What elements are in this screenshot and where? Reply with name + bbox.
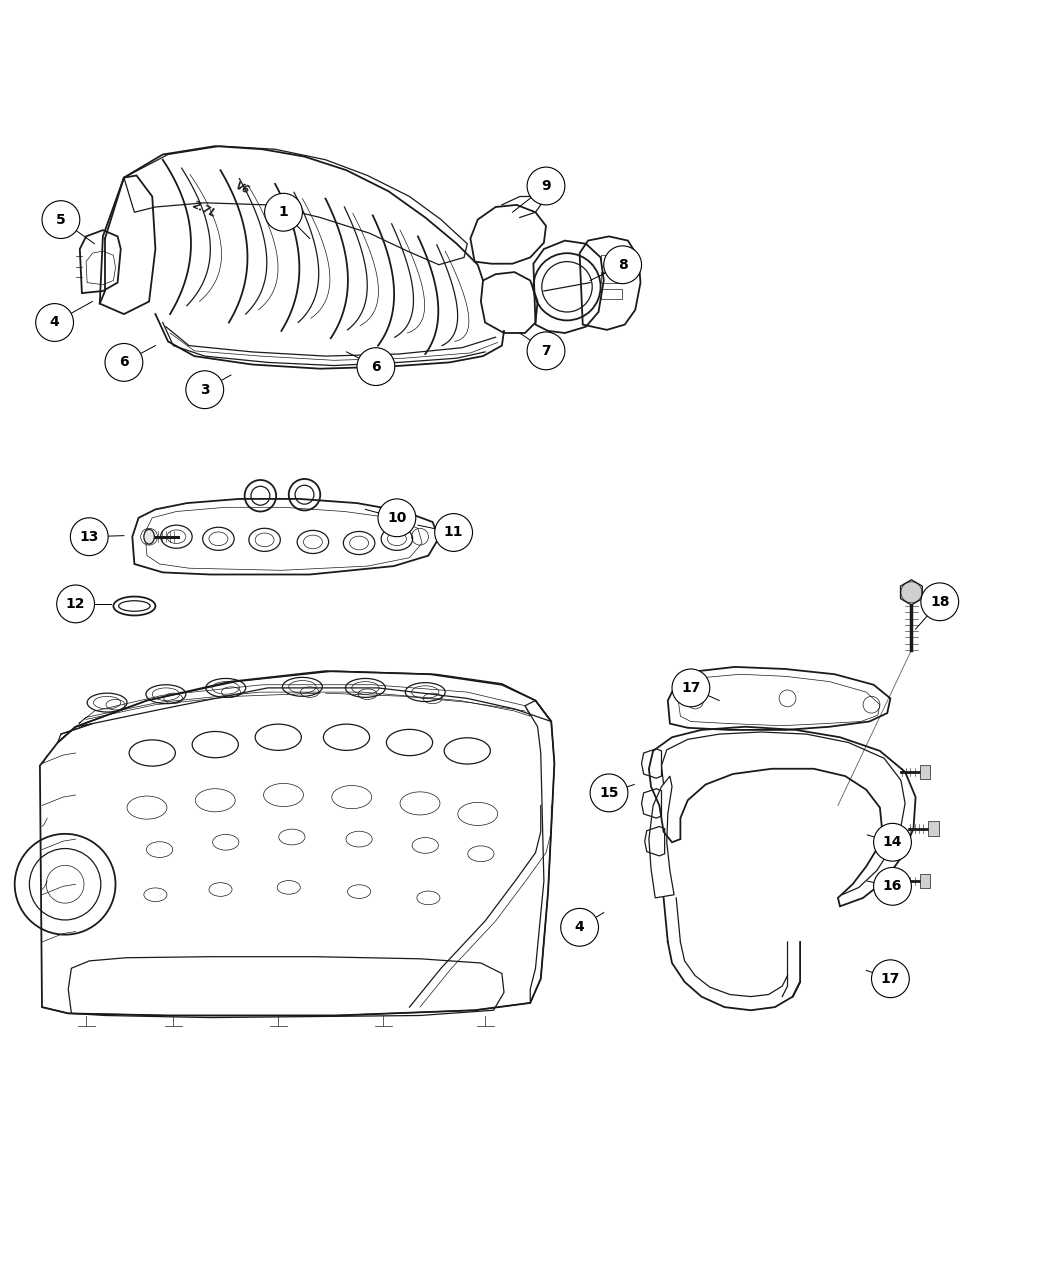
Circle shape xyxy=(378,499,416,537)
Circle shape xyxy=(872,960,909,997)
Text: 14: 14 xyxy=(883,835,902,849)
Text: 5: 5 xyxy=(56,213,66,227)
Circle shape xyxy=(36,303,74,342)
Circle shape xyxy=(42,200,80,238)
Text: V6: V6 xyxy=(233,181,250,195)
FancyBboxPatch shape xyxy=(920,765,930,779)
Text: 1: 1 xyxy=(278,205,289,219)
Text: 16: 16 xyxy=(883,880,902,894)
Ellipse shape xyxy=(144,529,154,544)
Text: 11: 11 xyxy=(444,525,463,539)
Text: 6: 6 xyxy=(119,356,129,370)
Text: 8: 8 xyxy=(617,258,628,272)
Circle shape xyxy=(265,194,302,231)
Polygon shape xyxy=(901,580,922,604)
Circle shape xyxy=(874,867,911,905)
FancyBboxPatch shape xyxy=(928,821,939,836)
Circle shape xyxy=(921,583,959,621)
Text: 9: 9 xyxy=(541,179,551,193)
Text: 18: 18 xyxy=(930,595,949,608)
Circle shape xyxy=(435,514,472,551)
Circle shape xyxy=(590,774,628,812)
Text: 3: 3 xyxy=(200,382,210,397)
Text: 12: 12 xyxy=(66,597,85,611)
Text: 17: 17 xyxy=(881,972,900,986)
Text: 2.7L: 2.7L xyxy=(191,199,218,219)
Text: 10: 10 xyxy=(387,511,406,525)
Circle shape xyxy=(604,246,642,283)
Text: 4: 4 xyxy=(49,315,60,329)
Text: 6: 6 xyxy=(371,360,381,374)
Circle shape xyxy=(357,348,395,385)
Circle shape xyxy=(527,167,565,205)
Circle shape xyxy=(105,343,143,381)
Circle shape xyxy=(527,332,565,370)
Text: 17: 17 xyxy=(681,681,700,695)
Circle shape xyxy=(561,908,598,946)
FancyBboxPatch shape xyxy=(920,873,930,889)
Text: 4: 4 xyxy=(574,921,585,935)
Circle shape xyxy=(672,669,710,706)
Text: 7: 7 xyxy=(541,344,551,358)
Circle shape xyxy=(70,518,108,556)
Circle shape xyxy=(874,824,911,861)
Circle shape xyxy=(186,371,224,408)
Text: 15: 15 xyxy=(600,785,618,799)
Circle shape xyxy=(57,585,94,622)
Text: 13: 13 xyxy=(80,529,99,543)
